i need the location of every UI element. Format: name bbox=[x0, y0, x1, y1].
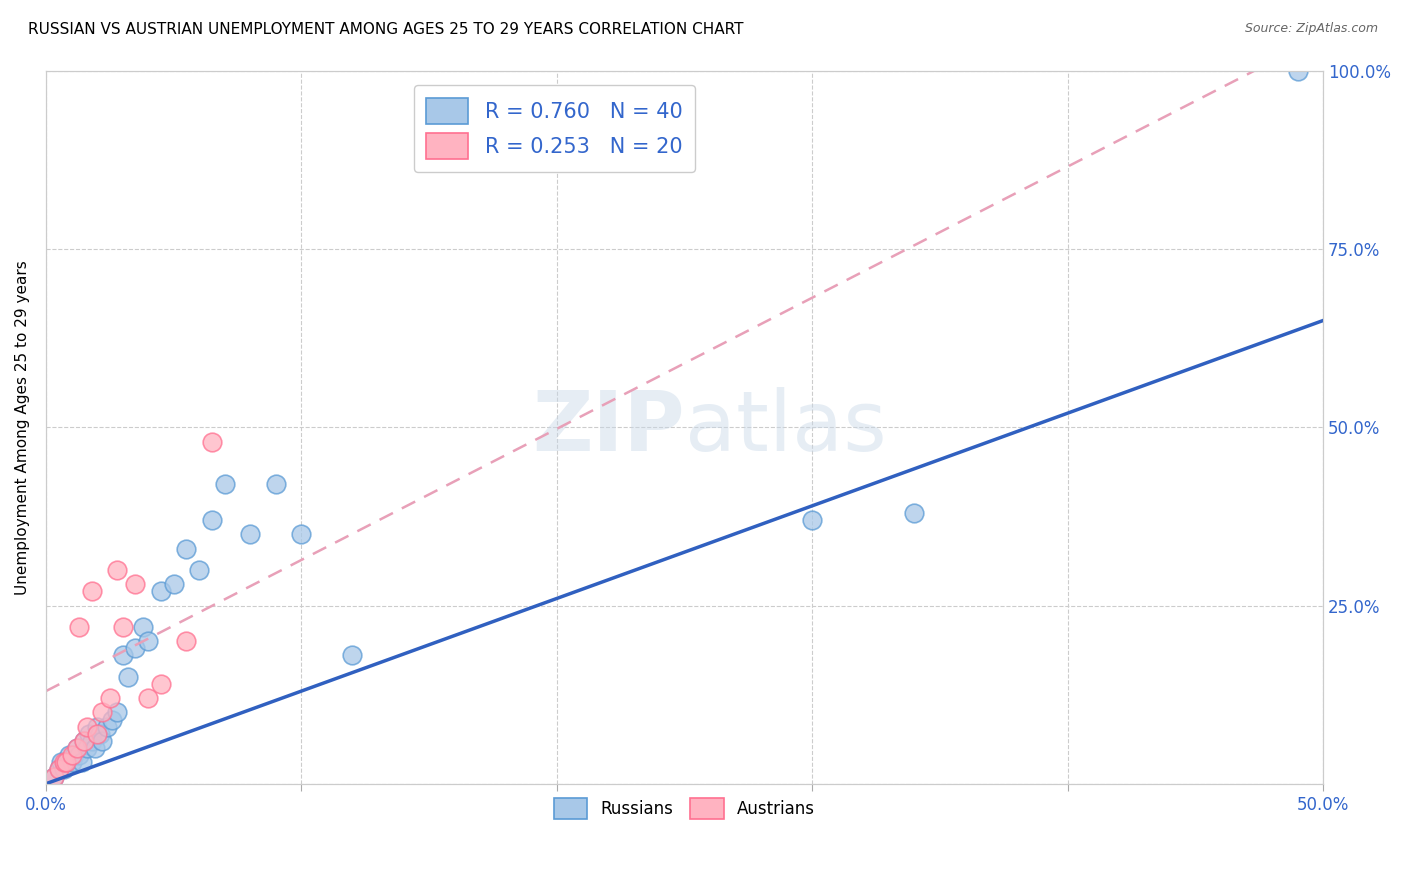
Point bbox=[801, 513, 824, 527]
Point bbox=[52, 756, 75, 770]
Point bbox=[80, 734, 103, 748]
Point bbox=[124, 641, 146, 656]
Point bbox=[89, 727, 111, 741]
Y-axis label: Unemployment Among Ages 25 to 29 years: Unemployment Among Ages 25 to 29 years bbox=[15, 260, 30, 595]
Text: atlas: atlas bbox=[685, 387, 886, 468]
Point bbox=[76, 720, 98, 734]
Point bbox=[73, 734, 96, 748]
Point bbox=[86, 727, 108, 741]
Point bbox=[111, 648, 134, 663]
Point bbox=[91, 706, 114, 720]
Point bbox=[70, 756, 93, 770]
Point bbox=[149, 584, 172, 599]
Point bbox=[201, 434, 224, 449]
Point bbox=[107, 706, 129, 720]
Point bbox=[111, 620, 134, 634]
Point bbox=[55, 756, 77, 770]
Point bbox=[132, 620, 155, 634]
Point bbox=[149, 677, 172, 691]
Point bbox=[96, 720, 118, 734]
Text: ZIP: ZIP bbox=[531, 387, 685, 468]
Point bbox=[201, 513, 224, 527]
Point bbox=[42, 770, 65, 784]
Point bbox=[67, 620, 90, 634]
Point bbox=[65, 741, 87, 756]
Point bbox=[124, 577, 146, 591]
Point bbox=[55, 756, 77, 770]
Point bbox=[117, 670, 139, 684]
Point bbox=[58, 748, 80, 763]
Point bbox=[176, 634, 198, 648]
Legend: Russians, Austrians: Russians, Austrians bbox=[547, 791, 821, 825]
Point bbox=[76, 741, 98, 756]
Point bbox=[239, 527, 262, 541]
Point bbox=[42, 770, 65, 784]
Point bbox=[48, 763, 70, 777]
Point bbox=[79, 727, 101, 741]
Point bbox=[80, 584, 103, 599]
Point bbox=[67, 748, 90, 763]
Point bbox=[163, 577, 186, 591]
Point bbox=[176, 541, 198, 556]
Point bbox=[63, 748, 86, 763]
Point bbox=[91, 734, 114, 748]
Point bbox=[188, 563, 211, 577]
Point bbox=[60, 756, 83, 770]
Point bbox=[290, 527, 312, 541]
Point bbox=[73, 734, 96, 748]
Point bbox=[51, 756, 73, 770]
Point bbox=[136, 634, 159, 648]
Point bbox=[86, 720, 108, 734]
Point bbox=[264, 477, 287, 491]
Text: Source: ZipAtlas.com: Source: ZipAtlas.com bbox=[1244, 22, 1378, 36]
Point bbox=[60, 748, 83, 763]
Point bbox=[214, 477, 236, 491]
Point bbox=[52, 763, 75, 777]
Point bbox=[342, 648, 364, 663]
Point bbox=[98, 691, 121, 706]
Text: RUSSIAN VS AUSTRIAN UNEMPLOYMENT AMONG AGES 25 TO 29 YEARS CORRELATION CHART: RUSSIAN VS AUSTRIAN UNEMPLOYMENT AMONG A… bbox=[28, 22, 744, 37]
Point bbox=[1286, 64, 1309, 78]
Point bbox=[65, 741, 87, 756]
Point bbox=[48, 763, 70, 777]
Point bbox=[101, 713, 124, 727]
Point bbox=[83, 741, 105, 756]
Point bbox=[136, 691, 159, 706]
Point bbox=[107, 563, 129, 577]
Point bbox=[903, 506, 925, 520]
